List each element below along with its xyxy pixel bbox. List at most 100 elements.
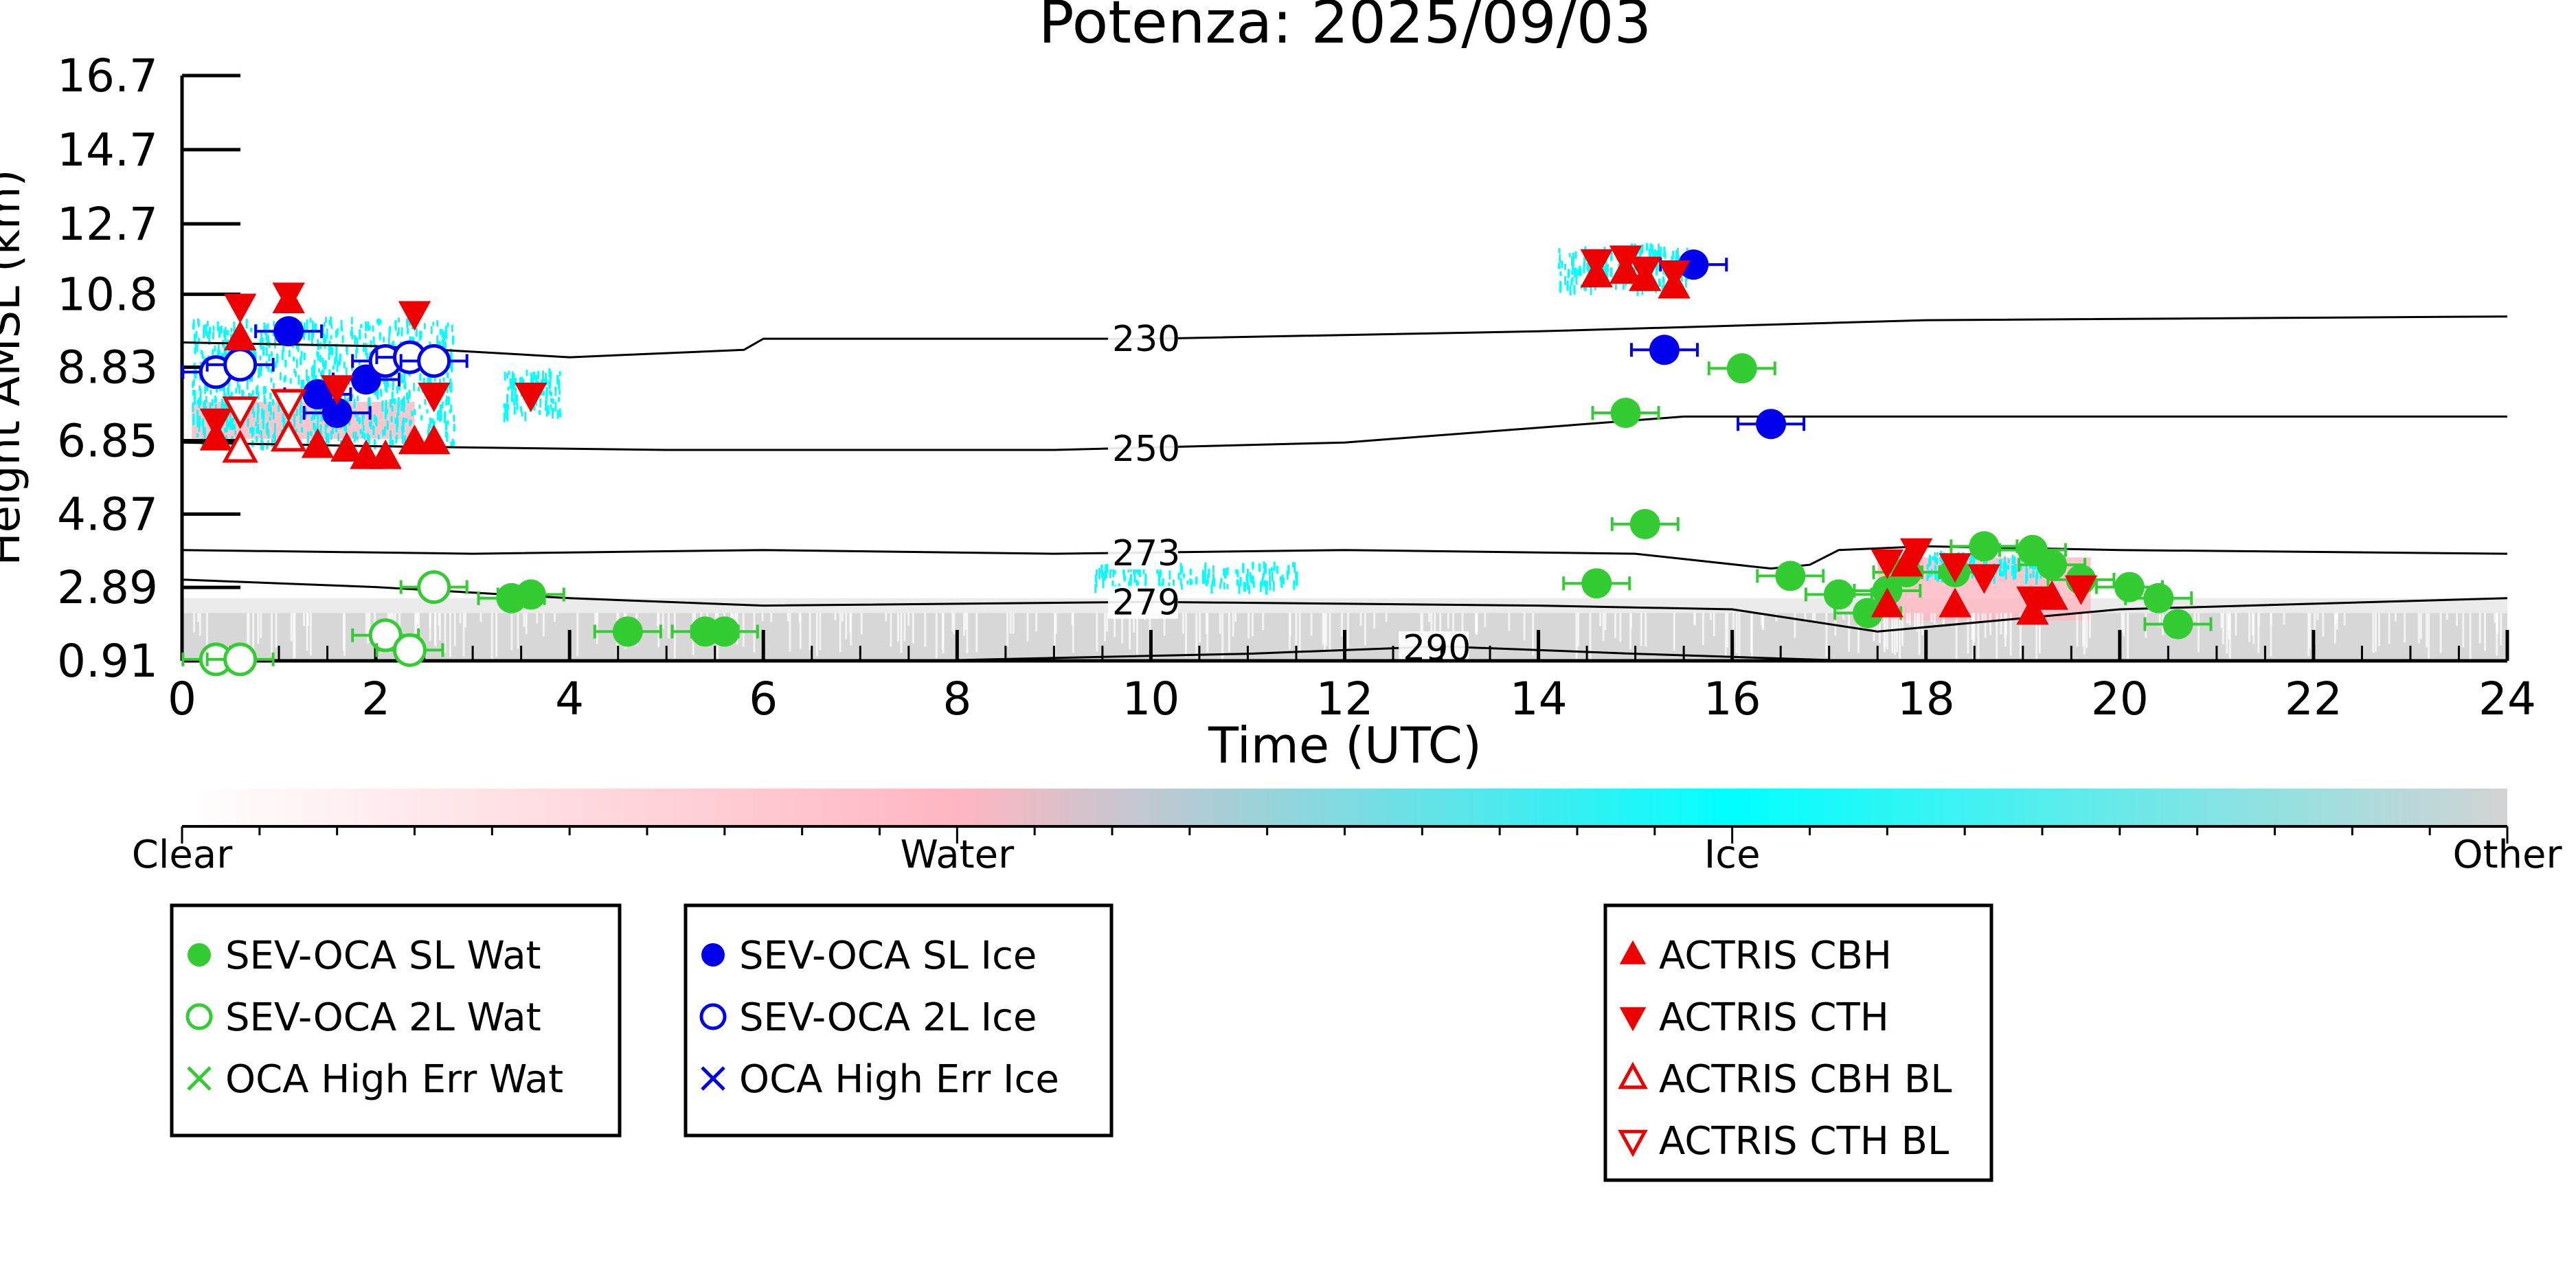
ice-class-pixel (556, 409, 559, 419)
ice-class-pixel (202, 427, 205, 436)
ice-class-pixel (1936, 552, 1939, 556)
ice-class-pixel (1096, 569, 1098, 576)
ice-class-pixel (423, 323, 426, 330)
clear-gap-pixel (1726, 613, 1729, 648)
ice-class-pixel (554, 386, 557, 391)
y-tick-label: 12.7 (57, 198, 158, 251)
ice-class-pixel (444, 431, 447, 438)
clear-gap-pixel (2121, 613, 2123, 633)
legend-label: OCA High Err Wat (225, 1057, 563, 1102)
ice-class-pixel (366, 352, 369, 360)
ice-class-pixel (420, 415, 422, 420)
ice-class-pixel (223, 350, 226, 361)
contour-line (182, 415, 2507, 451)
ice-class-pixel (396, 434, 398, 439)
ice-class-pixel (1094, 574, 1097, 583)
clear-gap-pixel (2000, 613, 2002, 635)
ice-class-pixel (373, 416, 376, 422)
contour-label-bg (1399, 631, 1469, 661)
ice-class-pixel (241, 389, 244, 398)
clear-gap-pixel (1896, 613, 1899, 653)
ice-class-pixel (310, 367, 313, 378)
ice-class-pixel (227, 381, 230, 387)
clear-gap-pixel (199, 613, 201, 636)
ice-class-pixel (1574, 251, 1577, 259)
ice-class-pixel (1243, 581, 1245, 591)
ice-class-pixel (451, 362, 453, 372)
ice-class-pixel (1567, 269, 1570, 277)
ice-class-pixel (450, 353, 453, 362)
ice-class-pixel (266, 427, 269, 436)
ice-class-pixel (321, 362, 324, 367)
ice-class-pixel (1641, 245, 1644, 254)
ice-class-pixel (383, 337, 385, 343)
ice-class-pixel (1663, 247, 1666, 253)
ice-class-pixel (1603, 266, 1605, 276)
series-sev-oca-2l-wat (181, 570, 468, 677)
clear-gap-pixel (1347, 613, 1350, 648)
ice-class-pixel (395, 437, 398, 444)
ice-class-pixel (192, 389, 195, 396)
clear-gap-pixel (1967, 613, 1969, 654)
ice-class-pixel (319, 372, 322, 377)
clear-gap-pixel (2222, 613, 2224, 644)
ice-class-pixel (319, 424, 322, 433)
clear-gap-pixel (1751, 613, 1754, 661)
ice-class-pixel (401, 435, 404, 444)
data-point (1939, 587, 1971, 618)
ice-class-pixel (538, 409, 541, 415)
ice-class-pixel (1252, 580, 1255, 588)
ice-class-pixel (444, 411, 447, 422)
ice-class-pixel (1572, 256, 1574, 267)
clear-gap-pixel (1899, 613, 1901, 659)
clear-gap-pixel (1794, 613, 1796, 638)
ice-class-pixel (354, 337, 357, 341)
clear-gap-pixel (247, 613, 250, 653)
clear-gap-pixel (1921, 613, 1923, 635)
ice-class-pixel (544, 372, 547, 383)
ice-class-pixel (1656, 251, 1658, 256)
clear-gap-pixel (815, 613, 818, 657)
ice-class-pixel (203, 325, 205, 332)
ice-class-pixel (1972, 556, 1975, 565)
ice-class-pixel (409, 336, 411, 341)
clear-gap-pixel (1199, 613, 1201, 643)
y-tick-label: 2.89 (57, 561, 158, 614)
ice-class-pixel (1571, 271, 1574, 275)
ice-class-pixel (429, 374, 432, 385)
ice-class-pixel (436, 320, 439, 327)
ice-class-pixel (1684, 278, 1687, 288)
legend-label: SEV-OCA SL Wat (225, 934, 541, 978)
ice-class-pixel (1204, 576, 1206, 584)
ice-class-pixel (1250, 574, 1253, 583)
clear-gap-pixel (1508, 613, 1511, 631)
ice-class-pixel (1993, 576, 1996, 585)
legend-label: SEV-OCA 2L Ice (739, 995, 1037, 1040)
ice-class-pixel (508, 370, 510, 375)
ice-class-pixel (522, 379, 525, 383)
ice-class-pixel (364, 350, 367, 356)
ice-class-pixel (504, 403, 507, 412)
clear-gap-pixel (1053, 613, 1056, 660)
ice-class-pixel (282, 413, 284, 422)
ice-class-pixel (407, 328, 409, 335)
ice-class-pixel (1270, 567, 1273, 572)
clear-gap-pixel (525, 613, 528, 635)
clear-gap-pixel (1918, 613, 1921, 655)
ice-class-pixel (346, 345, 348, 352)
ice-class-pixel (260, 438, 263, 446)
ice-class-pixel (257, 403, 260, 414)
clear-gap-pixel (953, 613, 956, 635)
ice-class-pixel (373, 439, 376, 447)
ice-class-pixel (1268, 568, 1271, 576)
x-tick-label: 24 (2478, 673, 2536, 725)
clear-gap-pixel (1738, 613, 1741, 659)
ice-class-pixel (1109, 569, 1111, 578)
ice-class-pixel (324, 317, 327, 324)
ice-class-pixel (445, 335, 448, 339)
ice-class-pixel (267, 364, 270, 372)
clear-gap-pixel (2394, 613, 2397, 622)
ice-class-pixel (379, 332, 381, 340)
ice-class-pixel (400, 406, 403, 411)
ice-class-pixel (550, 392, 553, 397)
